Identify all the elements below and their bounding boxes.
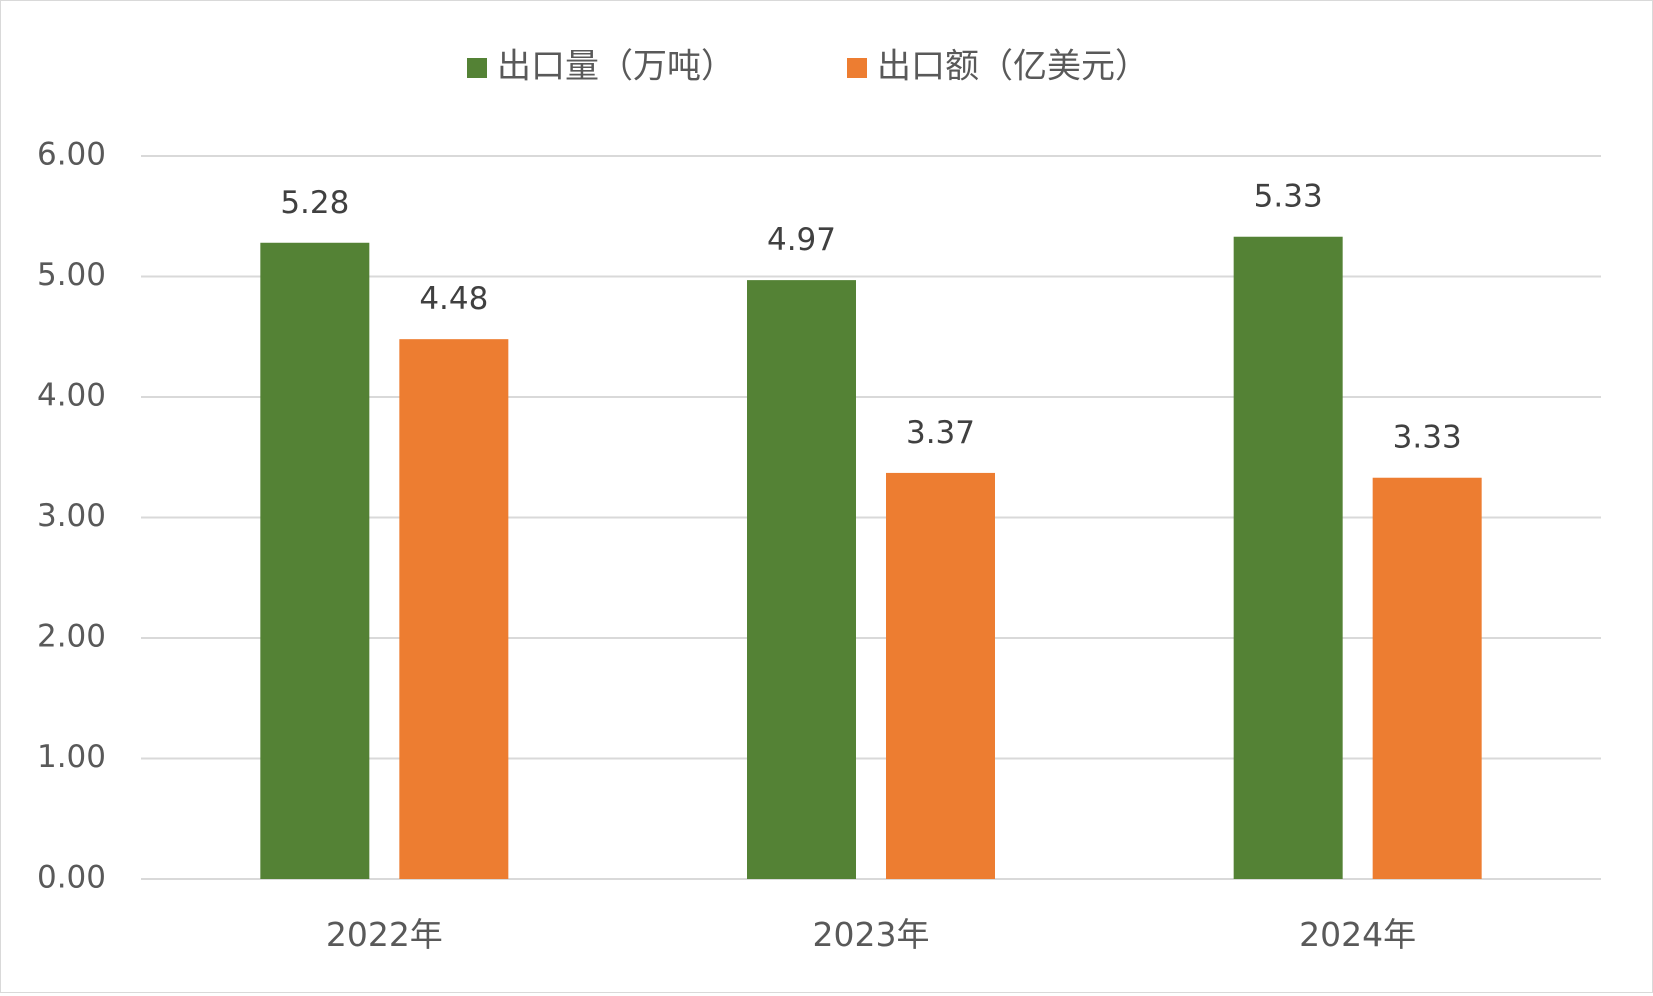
bar <box>1372 477 1482 879</box>
data-labels: 5.28 4.48 4.97 3.37 5.33 3.33 <box>280 179 1461 456</box>
data-label: 4.48 <box>419 281 488 317</box>
x-tick-label: 2024年 <box>1299 915 1416 954</box>
data-label: 3.37 <box>906 415 975 451</box>
x-axis: 2022年 2023年 2024年 <box>326 915 1416 954</box>
legend-swatch <box>467 58 487 78</box>
x-tick-label: 2023年 <box>813 915 930 954</box>
bars <box>260 236 1482 880</box>
legend-swatch <box>847 58 867 78</box>
legend-label: 出口量（万吨） <box>497 47 735 87</box>
y-tick-label: 0.00 <box>37 860 106 896</box>
y-tick-label: 5.00 <box>37 257 106 293</box>
data-label: 5.33 <box>1254 179 1323 215</box>
data-label: 3.33 <box>1393 420 1462 456</box>
y-tick-label: 3.00 <box>37 498 106 534</box>
bar <box>886 472 995 879</box>
data-label: 5.28 <box>280 185 349 221</box>
y-tick-label: 4.00 <box>37 378 106 414</box>
legend: 出口量（万吨） 出口额（亿美元） <box>467 47 1149 87</box>
bar <box>1233 236 1343 880</box>
bar <box>260 242 370 879</box>
bar <box>399 339 509 879</box>
bar <box>747 280 856 879</box>
y-axis: 0.00 1.00 2.00 3.00 4.00 5.00 6.00 <box>37 137 106 896</box>
x-tick-label: 2022年 <box>326 915 443 954</box>
gridlines <box>141 155 1601 880</box>
y-tick-label: 6.00 <box>37 137 106 173</box>
data-label: 4.97 <box>767 222 836 258</box>
legend-label: 出口额（亿美元） <box>877 47 1149 87</box>
y-tick-label: 2.00 <box>37 619 106 655</box>
y-tick-label: 1.00 <box>37 739 106 775</box>
